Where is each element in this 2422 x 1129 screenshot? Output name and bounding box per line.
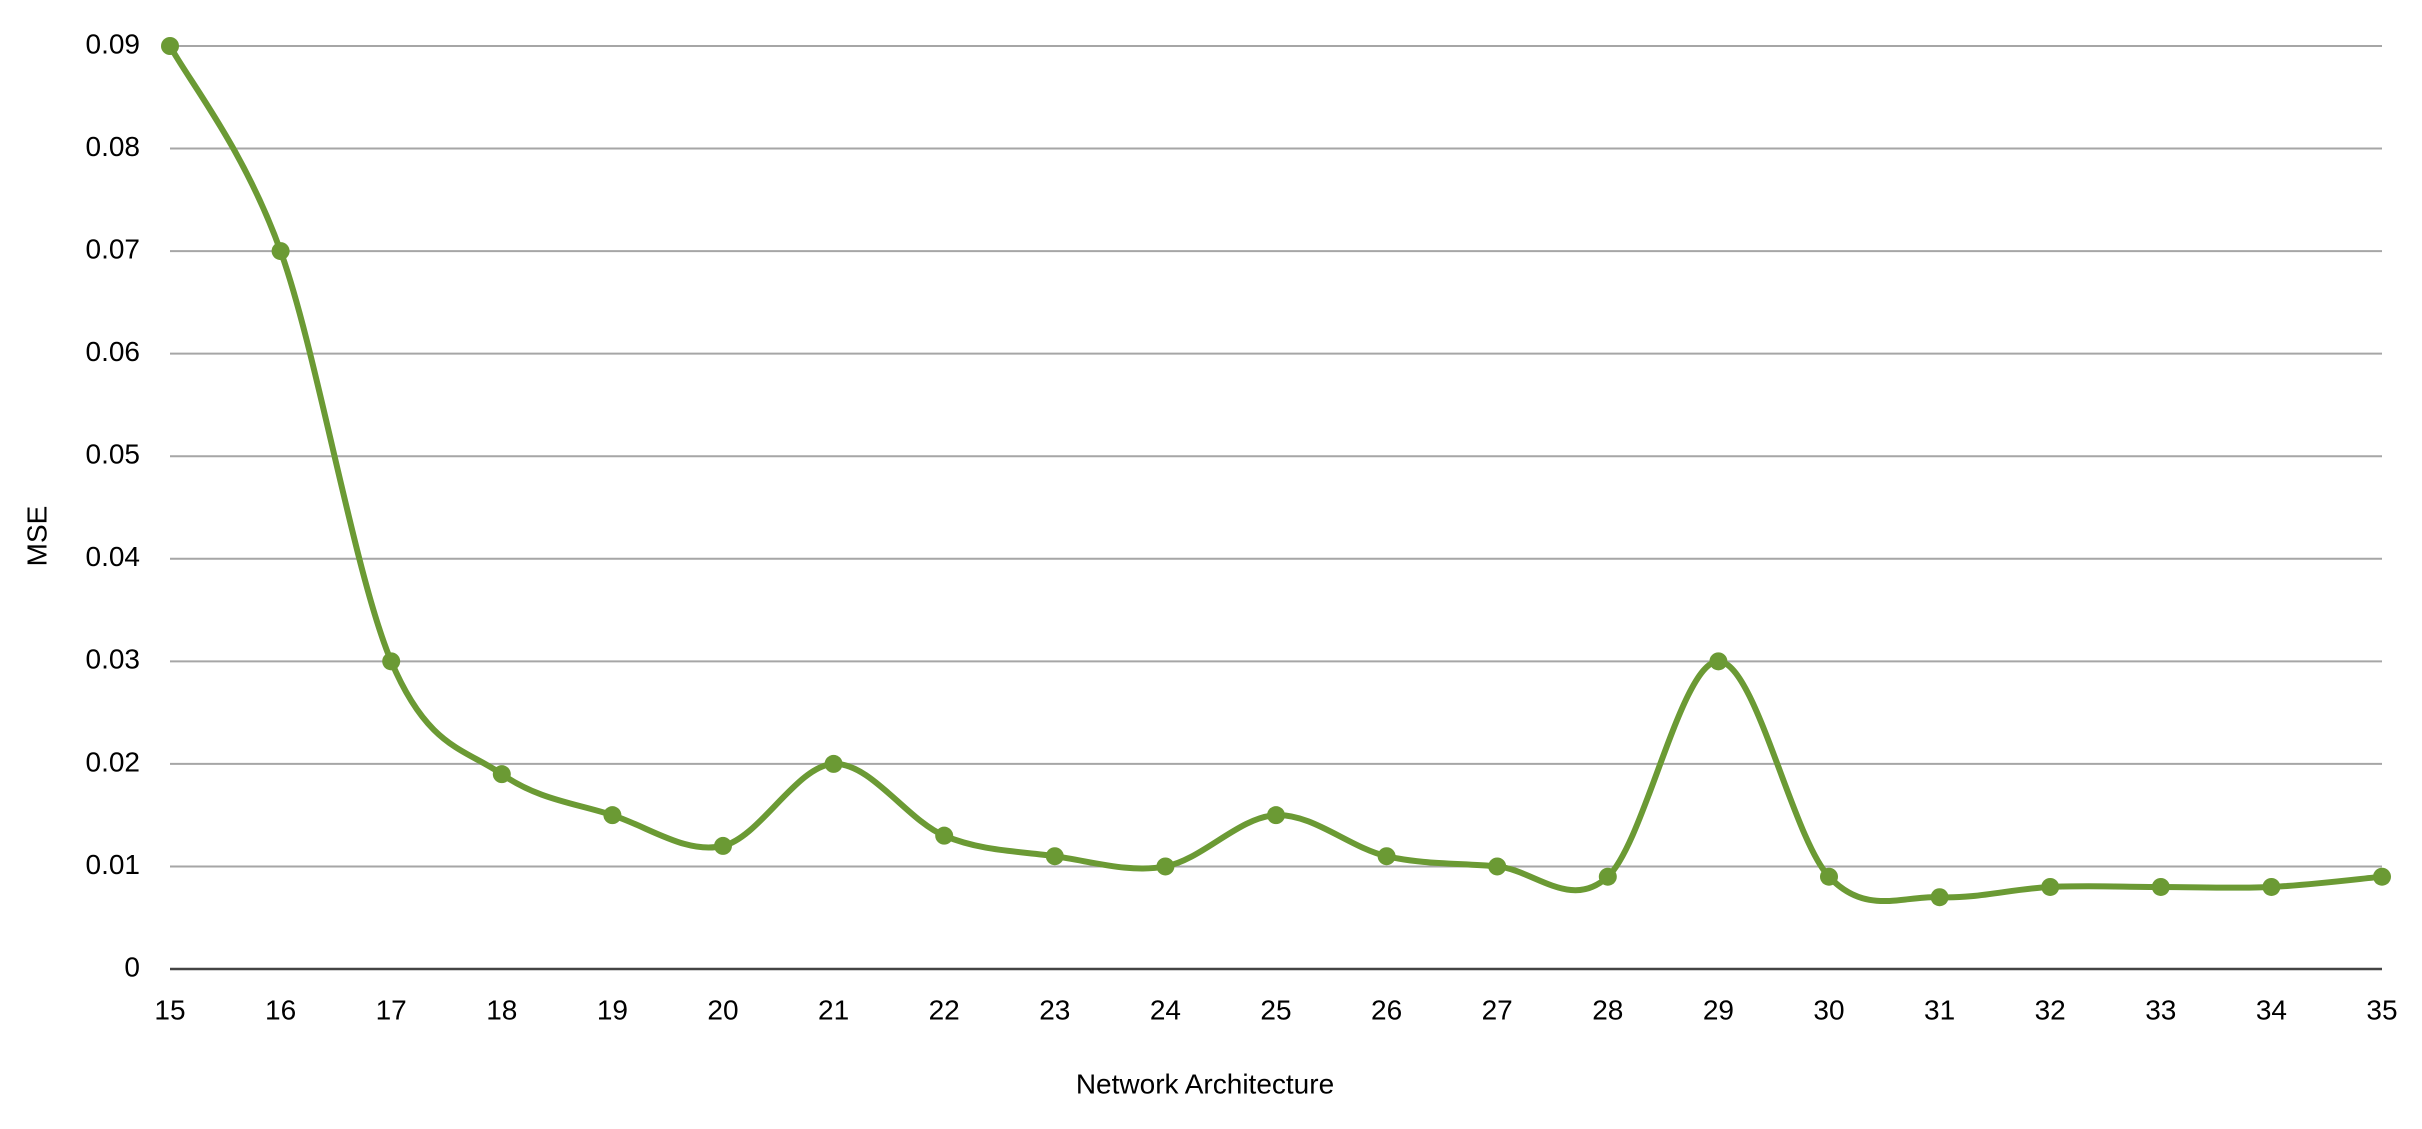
y-tick-label: 0.07: [86, 234, 141, 265]
x-tick-label: 23: [1039, 994, 1070, 1025]
y-tick-label: 0.09: [86, 28, 141, 59]
x-tick-label: 25: [1260, 994, 1291, 1025]
x-tick-label: 34: [2256, 994, 2287, 1025]
x-tick-label: 29: [1703, 994, 1734, 1025]
x-tick-label: 32: [2035, 994, 2066, 1025]
marker: [492, 765, 511, 784]
marker: [161, 37, 179, 55]
x-tick-label: 15: [154, 994, 185, 1025]
x-tick-label: 28: [1592, 994, 1623, 1025]
x-tick-label: 26: [1371, 994, 1402, 1025]
x-tick-label: 22: [929, 994, 960, 1025]
x-tick-label: 18: [486, 994, 517, 1025]
x-tick-label: 24: [1150, 994, 1181, 1025]
y-tick-label: 0.05: [86, 439, 141, 470]
marker: [2151, 877, 2170, 896]
x-tick-label: 19: [597, 994, 628, 1025]
y-tick-label: 0.08: [86, 131, 141, 162]
x-tick-label: 31: [1924, 994, 1955, 1025]
y-tick-label: 0.04: [86, 541, 141, 572]
marker: [1156, 857, 1175, 876]
marker: [1488, 857, 1507, 876]
y-tick-label: 0.03: [86, 644, 141, 675]
marker: [1598, 867, 1617, 886]
y-tick-label: 0.01: [86, 849, 141, 880]
marker: [1377, 847, 1396, 866]
x-tick-label: 35: [2366, 994, 2397, 1025]
marker: [824, 754, 843, 773]
marker: [1045, 847, 1064, 866]
marker: [714, 836, 732, 855]
marker: [1709, 652, 1728, 671]
marker: [1820, 867, 1838, 886]
x-tick-label: 33: [2145, 994, 2176, 1025]
marker: [271, 242, 290, 261]
x-axis-title: Network Architecture: [1076, 1068, 1334, 1099]
marker: [382, 652, 401, 671]
x-tick-label: 20: [707, 994, 738, 1025]
marker: [1267, 806, 1285, 825]
x-tick-label: 17: [376, 994, 407, 1025]
y-tick-label: 0: [124, 951, 140, 982]
x-tick-label: 16: [265, 994, 296, 1025]
marker: [2373, 867, 2391, 886]
x-tick-label: 30: [1813, 994, 1844, 1025]
marker: [935, 826, 954, 845]
marker: [603, 806, 622, 825]
x-tick-label: 21: [818, 994, 849, 1025]
line: [167, 44, 2383, 905]
y-axis-title: MSE: [21, 506, 52, 567]
marker: [2041, 877, 2060, 896]
marker: [1930, 888, 1949, 907]
x-tick-label: 27: [1482, 994, 1513, 1025]
marker: [2262, 877, 2281, 896]
y-tick-label: 0.06: [86, 336, 141, 367]
y-tick-label: 0.02: [86, 746, 141, 777]
